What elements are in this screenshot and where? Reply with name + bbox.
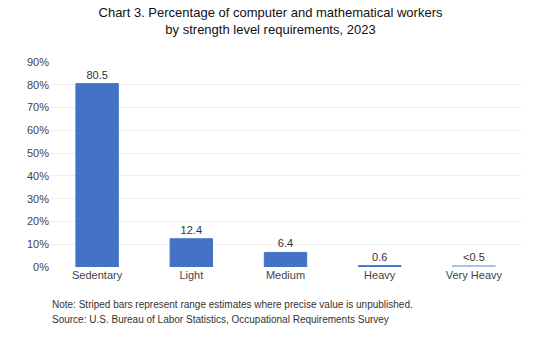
svg-text:Light: Light [179, 269, 203, 281]
svg-text:80%: 80% [27, 79, 49, 91]
svg-text:Very Heavy: Very Heavy [446, 269, 503, 281]
svg-text:Chart 3. Percentage of compute: Chart 3. Percentage of computer and math… [99, 5, 443, 37]
svg-text:80.5: 80.5 [86, 69, 107, 81]
svg-text:Heavy: Heavy [364, 269, 396, 281]
svg-text:10%: 10% [27, 238, 49, 250]
svg-text:<0.5: <0.5 [463, 251, 485, 263]
svg-text:6.4: 6.4 [278, 237, 293, 249]
svg-text:20%: 20% [27, 215, 49, 227]
svg-text:30%: 30% [27, 193, 49, 205]
svg-text:0.6: 0.6 [372, 251, 387, 263]
svg-text:60%: 60% [27, 124, 49, 136]
svg-text:0%: 0% [33, 261, 49, 273]
svg-text:40%: 40% [27, 170, 49, 182]
svg-text:Source: U.S. Bureau of Labor S: Source: U.S. Bureau of Labor Statistics,… [52, 314, 389, 325]
svg-text:50%: 50% [27, 147, 49, 159]
svg-text:12.4: 12.4 [181, 224, 202, 236]
svg-text:Medium: Medium [266, 269, 305, 281]
svg-text:90%: 90% [27, 56, 49, 68]
svg-text:70%: 70% [27, 101, 49, 113]
svg-text:Note: Striped bars represent r: Note: Striped bars represent range estim… [52, 299, 413, 310]
svg-text:Sedentary: Sedentary [72, 269, 123, 281]
